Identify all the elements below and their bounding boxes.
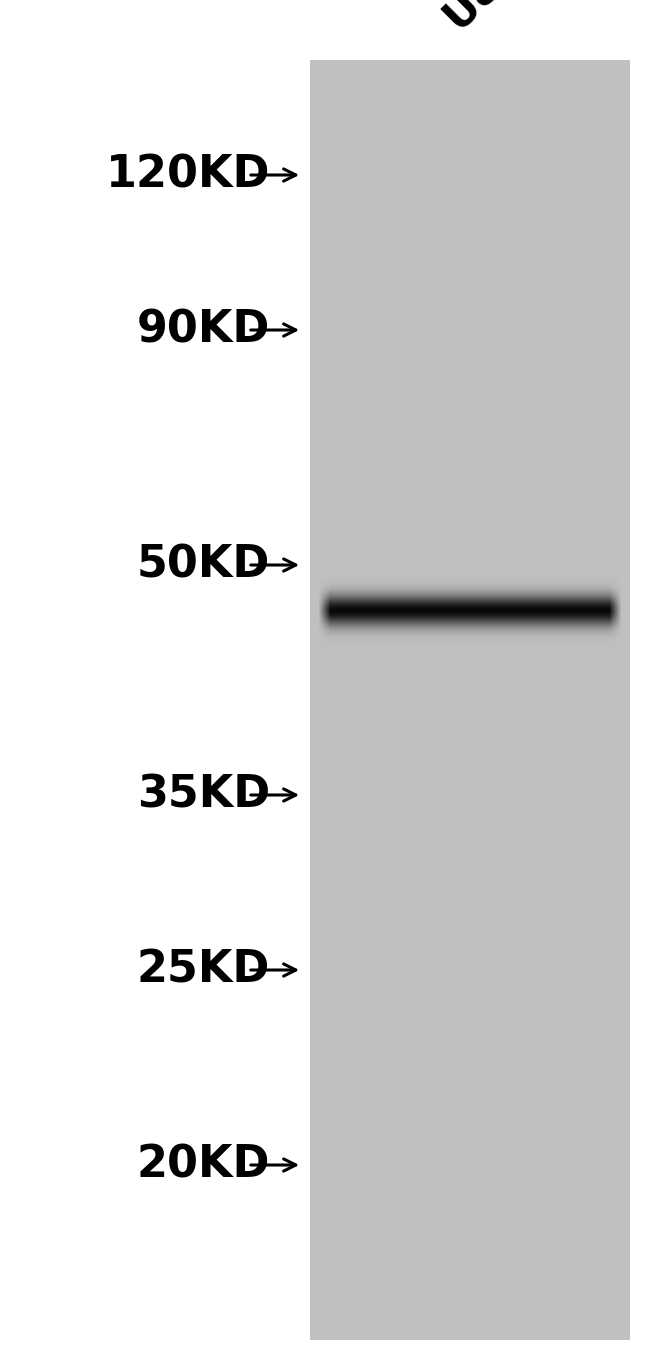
Text: 120KD: 120KD [105,153,270,197]
Text: 90KD: 90KD [136,309,270,351]
Text: 35KD: 35KD [136,773,270,817]
Bar [310,60,630,1340]
Text: U87: U87 [436,0,530,38]
Text: 20KD: 20KD [136,1143,270,1187]
Text: 25KD: 25KD [136,948,270,992]
Text: 50KD: 50KD [136,544,270,586]
